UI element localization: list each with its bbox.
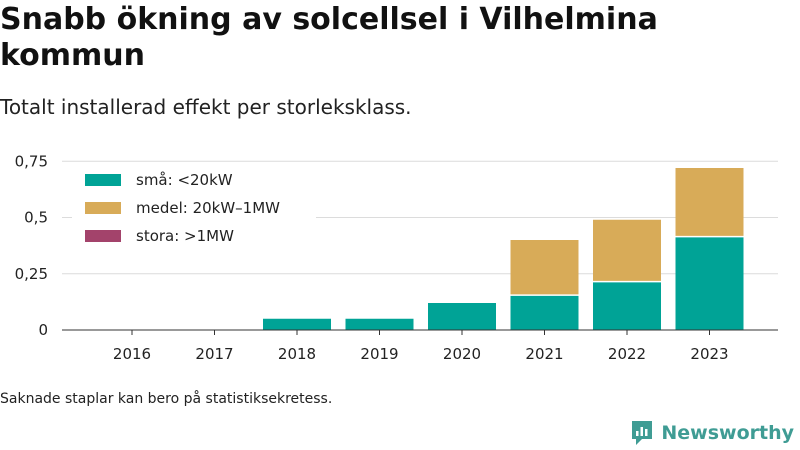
- brand-logo: Newsworthy: [630, 418, 794, 448]
- bar-segment: [510, 240, 579, 296]
- bar-segment: [263, 318, 331, 330]
- bar-segment: [428, 303, 496, 330]
- x-tick-label: 2019: [360, 345, 398, 363]
- legend-label: stora: >1MW: [136, 227, 234, 245]
- legend-label: medel: 20kW–1MW: [136, 199, 280, 217]
- x-tick-label: 2022: [608, 345, 646, 363]
- x-tick-label: 2020: [443, 345, 481, 363]
- legend-swatch: [85, 174, 121, 186]
- brand-name: Newsworthy: [661, 422, 794, 444]
- axes: 0 0,25 0,5 0,75 2016 2017 2018 2019 2020 2021 2022…: [15, 152, 778, 363]
- bar-segment: [345, 318, 414, 330]
- bar-segment: [675, 236, 744, 330]
- y-tick-label: 0: [38, 321, 48, 339]
- bar-chart: 0 0,25 0,5 0,75 2016 2017 2018 2019 2020 2021 2022…: [15, 152, 778, 363]
- y-tick-label: 0,25: [15, 265, 48, 283]
- legend: små: <20kW medel: 20kW–1MW stora: >1MW: [72, 162, 316, 252]
- y-tick-label: 0,75: [15, 152, 48, 170]
- bar-segment: [593, 219, 661, 282]
- x-tick-label: 2023: [690, 345, 728, 363]
- chart-subtitle: Totalt installerad effekt per storlekskl…: [0, 95, 412, 119]
- bars: [263, 168, 744, 330]
- bar-segment: [675, 168, 744, 237]
- newsworthy-logo-icon: [632, 421, 653, 445]
- legend-swatch: [85, 202, 121, 214]
- footnote: Saknade staplar kan bero på statistiksek…: [0, 391, 333, 407]
- legend-label: små: <20kW: [136, 171, 233, 189]
- bar-segment: [593, 281, 661, 330]
- legend-swatch: [85, 230, 121, 242]
- chart-title: Snabb ökning av solcellsel i Vilhelmina …: [0, 2, 658, 73]
- x-tick-label: 2017: [195, 345, 233, 363]
- y-tick-label: 0,5: [24, 209, 48, 227]
- x-tick-label: 2018: [278, 345, 316, 363]
- bar-segment: [510, 295, 579, 330]
- x-tick-label: 2021: [525, 345, 563, 363]
- x-tick-label: 2016: [113, 345, 151, 363]
